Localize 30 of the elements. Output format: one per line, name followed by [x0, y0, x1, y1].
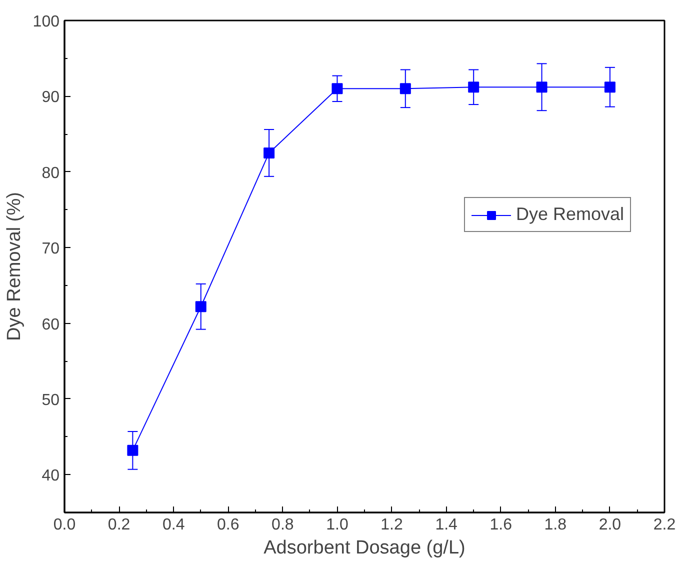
x-tick-label: 1.0 [326, 516, 348, 534]
x-tick-label: 2.2 [653, 516, 676, 534]
x-tick-label: 0.4 [162, 516, 185, 534]
point [127, 444, 138, 456]
y-tick-label: 40 [42, 468, 60, 485]
point [536, 82, 548, 93]
x-tick-label: 1.2 [380, 516, 403, 534]
y-tick-label: 80 [42, 164, 60, 182]
point [332, 83, 343, 94]
x-tick-label: 0.8 [272, 516, 294, 534]
x-tick-label: 1.8 [544, 516, 567, 534]
y-tick-label: 50 [42, 392, 60, 409]
x-tick-label: 1.6 [490, 516, 512, 534]
x-tick-label: 0.6 [217, 516, 240, 534]
y-tick-label: 90 [42, 89, 60, 106]
x-tick-label: 2.0 [598, 516, 622, 534]
point [264, 147, 275, 158]
y-tick-label: 60 [42, 316, 60, 334]
x-axis-title: Adsorbent Dosage (g/L) [264, 538, 466, 558]
y-tick-label: 100 [32, 14, 60, 30]
y-tick-label: 70 [42, 240, 60, 258]
y-axis-title: Dye Removal (%) [4, 192, 25, 341]
point [468, 82, 480, 93]
point [400, 83, 411, 94]
point [604, 82, 616, 93]
x-tick-label: 0.0 [53, 516, 76, 534]
x-tick-label: 1.4 [435, 516, 458, 534]
point [195, 301, 206, 312]
x-tick-label: 0.2 [108, 516, 130, 534]
legend-label: Dye Removal [516, 204, 624, 225]
